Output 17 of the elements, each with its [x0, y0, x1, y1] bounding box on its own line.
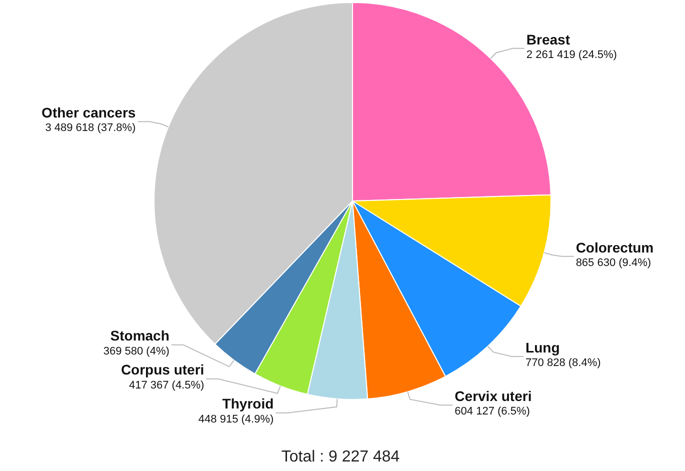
data-label: 865 630 (9.4%): [576, 256, 652, 269]
data-label: 448 915 (4.9%): [198, 413, 274, 426]
slice-label: Thyroid: [222, 396, 274, 412]
data-label: 3 489 618 (37.8%): [45, 122, 136, 134]
slice-label: Breast: [526, 31, 570, 48]
data-label: 417 367 (4.5%): [128, 379, 204, 392]
slice-label: Other cancers: [42, 104, 136, 120]
data-label: 369 580 (4%): [103, 345, 170, 358]
slice-label: Lung: [526, 339, 560, 356]
slice-label: Cervix uteri: [454, 388, 532, 404]
data-label: 2 261 419 (24.5%): [526, 48, 617, 61]
slice-label: Stomach: [110, 328, 170, 344]
slice-label: Colorectum: [576, 239, 654, 256]
text: Total : 9 227 484: [281, 448, 400, 466]
slice-label: Corpus uteri: [120, 362, 204, 378]
data-label: 604 127 (6.5%): [454, 406, 530, 418]
data-label: 770 828 (8.4%): [526, 357, 601, 370]
